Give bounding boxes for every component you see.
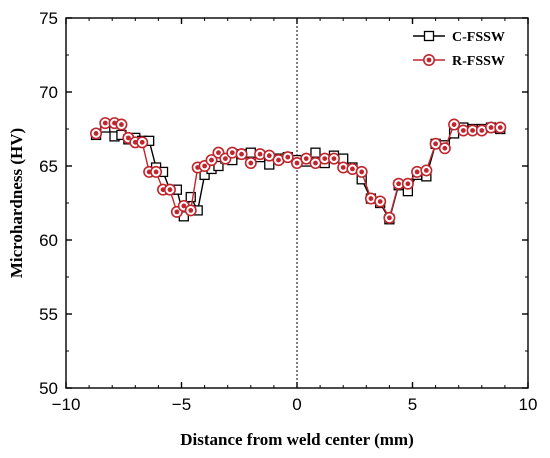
data-point-r-fssw-core [497, 125, 503, 130]
data-point-r-fssw-core [248, 160, 254, 166]
y-tick-label: 60 [39, 231, 58, 250]
data-point-r-fssw-core [396, 181, 402, 187]
y-tick-label: 65 [39, 157, 58, 176]
data-point-r-fssw-core [276, 157, 281, 163]
data-point-r-fssw-core [350, 166, 355, 172]
data-point-r-fssw-core [125, 135, 131, 141]
series-group [90, 117, 507, 225]
data-point-r-fssw-core [387, 215, 392, 221]
data-point-r-fssw-core [285, 154, 291, 160]
data-point-r-fssw-core [222, 156, 228, 162]
data-point-c-fssw [245, 147, 256, 158]
data-point-r-fssw-core [209, 157, 214, 163]
legend-marker-r-fssw-core [426, 57, 432, 63]
data-point-r-fssw-core [359, 169, 365, 175]
y-axis-title: Microhardness (HV) [7, 128, 26, 278]
data-point-r-fssw-core [451, 122, 457, 127]
data-point-r-fssw-core [181, 203, 187, 209]
data-point-c-fssw [310, 147, 321, 158]
data-point-r-fssw-core [460, 128, 466, 133]
data-point-r-fssw-core [153, 169, 159, 175]
data-point-r-fssw-core [423, 168, 429, 173]
data-point-r-fssw-core [174, 209, 180, 215]
data-point-r-fssw-core [188, 208, 194, 213]
data-point-r-fssw-core [229, 150, 235, 156]
x-tick-label: 10 [519, 395, 538, 414]
data-point-r-fssw-core [377, 199, 383, 204]
data-point-r-fssw-core [239, 151, 244, 157]
data-point-r-fssw-core [202, 163, 208, 169]
data-point-r-fssw-core [119, 122, 124, 127]
data-point-r-fssw-core [257, 151, 263, 157]
data-point-r-fssw-core [414, 169, 420, 175]
legend: C-FSSW R-FSSW [413, 30, 505, 69]
legend-label-r-fssw: R-FSSW [452, 54, 505, 69]
legend-label-c-fssw: C-FSSW [452, 30, 505, 45]
x-tick-label: 5 [408, 395, 417, 414]
data-point-r-fssw-core [322, 156, 328, 162]
data-point-c-fssw [185, 191, 196, 203]
data-point-r-fssw-core [488, 125, 494, 130]
axes-group: −10 −5 0 5 10 50 55 60 65 70 75 [39, 9, 537, 414]
y-tick-label: 55 [39, 305, 58, 324]
data-point-r-fssw-core [368, 196, 374, 201]
data-point-r-fssw-core [433, 141, 438, 147]
data-point-r-fssw-core [102, 120, 108, 126]
y-tick-label: 50 [39, 379, 58, 398]
data-point-r-fssw-core [216, 150, 221, 156]
series-r-fssw [90, 117, 507, 224]
data-point-r-fssw-core [167, 187, 173, 193]
data-point-r-fssw-core [313, 160, 318, 166]
data-point-r-fssw-core [470, 128, 475, 133]
data-point-r-fssw-core [294, 160, 300, 166]
x-tick-label: −10 [52, 395, 81, 414]
data-point-r-fssw-core [303, 156, 309, 162]
y-tick-label: 75 [39, 9, 58, 28]
data-point-r-fssw-core [340, 165, 346, 170]
y-tick-label: 70 [39, 83, 58, 102]
data-point-c-fssw [213, 160, 224, 172]
x-axis-title: Distance from weld center (mm) [180, 430, 414, 449]
data-point-r-fssw-core [139, 139, 145, 145]
x-tick-label: 0 [292, 395, 301, 414]
legend-marker-c-fssw [423, 30, 435, 42]
data-point-r-fssw-core [442, 145, 448, 151]
x-tick-label: −5 [172, 395, 191, 414]
data-point-r-fssw-core [479, 128, 485, 133]
data-point-r-fssw-core [405, 181, 411, 187]
data-point-r-fssw-core [93, 131, 99, 136]
data-point-r-fssw-core [266, 153, 272, 159]
data-point-r-fssw-core [331, 156, 337, 162]
